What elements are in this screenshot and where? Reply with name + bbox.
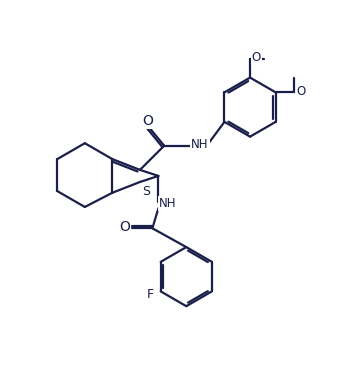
Text: F: F xyxy=(146,288,154,301)
Text: O: O xyxy=(297,84,306,97)
Text: O: O xyxy=(252,51,261,64)
Text: NH: NH xyxy=(191,138,209,151)
Text: NH: NH xyxy=(159,197,177,210)
Text: O: O xyxy=(119,220,130,234)
Text: S: S xyxy=(142,185,150,198)
Text: O: O xyxy=(142,114,153,128)
